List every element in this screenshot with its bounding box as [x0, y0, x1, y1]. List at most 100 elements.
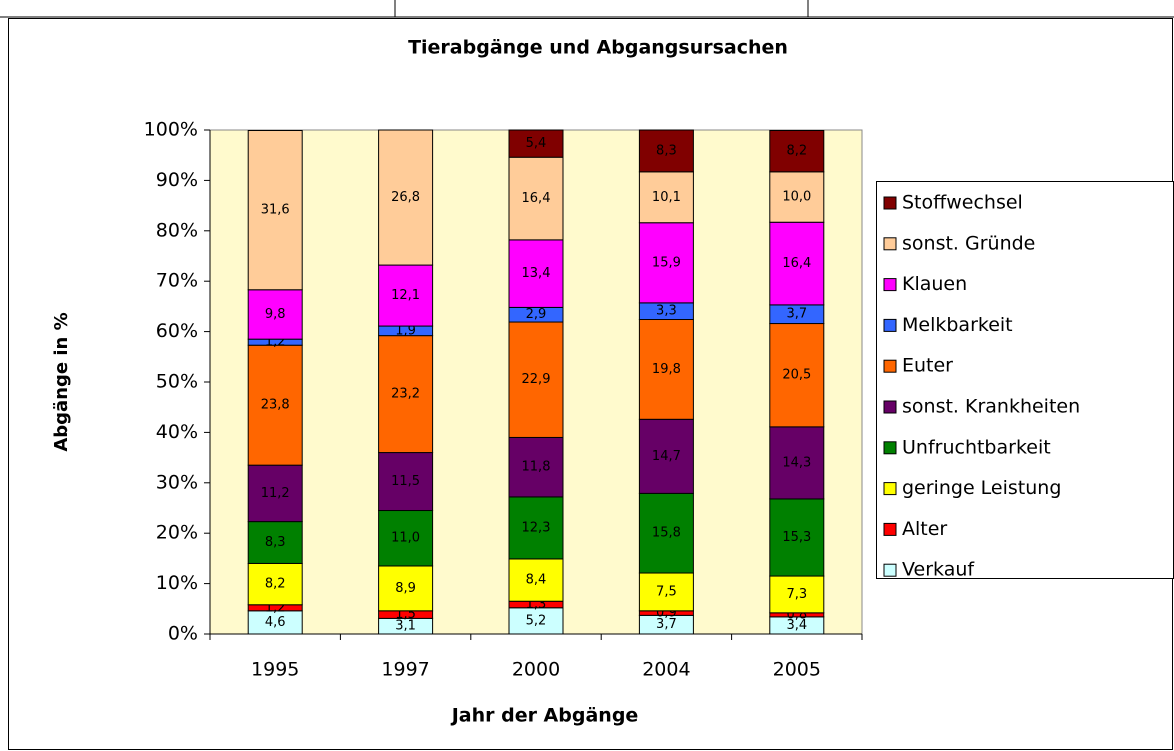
bar-segment [378, 129, 434, 266]
bar-segment [247, 464, 303, 523]
data-label: 31,6 [261, 203, 290, 218]
data-label: 11,2 [261, 486, 290, 501]
legend-swatch [883, 522, 897, 536]
data-label: 10,1 [652, 190, 681, 205]
bar-segment [508, 239, 564, 308]
bar-segment [638, 319, 694, 420]
data-label: 15,3 [782, 530, 811, 545]
data-label: 3,4 [786, 618, 807, 633]
bar-segment [508, 129, 564, 158]
legend-label: Klauen [902, 273, 967, 295]
y-tick-label: 70% [156, 270, 198, 292]
data-label: 14,7 [652, 449, 681, 464]
data-label: 23,2 [391, 387, 420, 402]
x-tick-label: 2004 [642, 659, 690, 681]
data-label: 22,9 [522, 372, 551, 387]
data-label: 3,7 [656, 617, 677, 632]
bar-segment [769, 575, 825, 614]
bar-segment [247, 289, 303, 340]
legend-swatch [883, 563, 897, 577]
bar-segment [769, 221, 825, 306]
bar-segment [247, 130, 303, 291]
data-label: 16,4 [782, 256, 811, 271]
legend-swatch [883, 441, 897, 455]
y-tick-label: 10% [156, 572, 198, 594]
legend-label: sonst. Gründe [902, 232, 1035, 254]
data-label: 2,9 [526, 307, 547, 322]
data-label: 13,4 [522, 266, 551, 281]
legend-label: Stoffwechsel [902, 192, 1023, 214]
data-label: 3,1 [395, 619, 416, 634]
data-label: 11,8 [522, 460, 551, 475]
data-label: 5,4 [526, 136, 547, 151]
x-tick-label: 2000 [512, 659, 560, 681]
x-axis-title: Jahr der Abgänge [450, 705, 639, 727]
data-label: 7,5 [656, 584, 677, 599]
legend-swatch [883, 237, 897, 251]
data-label: 1,9 [395, 323, 416, 338]
y-axis-title: Abgänge in % [51, 312, 72, 451]
y-tick-label: 60% [156, 320, 198, 342]
data-label: 14,3 [782, 455, 811, 470]
legend-swatch [883, 400, 897, 414]
data-label: 8,3 [265, 535, 286, 550]
bar-segment [508, 156, 564, 241]
legend-swatch [883, 318, 897, 332]
data-label: 23,8 [261, 398, 290, 413]
data-label: 12,1 [391, 288, 420, 303]
bar-segment [508, 321, 564, 438]
data-label: 11,0 [391, 531, 420, 546]
bar-segment [378, 510, 434, 567]
y-tick-label: 80% [156, 219, 198, 241]
y-tick-label: 20% [156, 522, 198, 544]
legend [876, 181, 1174, 579]
data-label: 12,3 [522, 520, 551, 535]
legend-label: Alter [902, 518, 947, 540]
bar-segment [378, 452, 434, 512]
data-label: 16,4 [522, 191, 551, 206]
y-tick-label: 0% [168, 623, 198, 645]
x-tick-label: 1995 [251, 659, 299, 681]
legend-swatch [883, 359, 897, 373]
legend-label: Verkauf [902, 559, 975, 581]
x-tick-label: 2005 [773, 659, 821, 681]
data-label: 4,6 [265, 615, 286, 630]
legend-label: Euter [902, 355, 953, 377]
bar-segment [508, 436, 564, 498]
bar-segment [769, 426, 825, 500]
legend-label: Melkbarkeit [902, 314, 1013, 336]
data-label: 7,3 [786, 587, 807, 602]
x-tick-label: 1997 [381, 659, 429, 681]
bar-segment [638, 171, 694, 224]
data-label: 15,8 [652, 526, 681, 541]
bar-segment [378, 264, 434, 327]
bar-segment [378, 565, 434, 612]
data-label: 8,2 [265, 577, 286, 592]
chart-title: Tierabgänge und Abgangsursachen [408, 37, 788, 59]
bar-segment [378, 335, 434, 454]
data-label: 8,3 [656, 143, 677, 158]
bar-segment [638, 129, 694, 173]
data-label: 26,8 [391, 190, 420, 205]
data-label: 11,5 [391, 474, 420, 489]
bar-segment [638, 418, 694, 494]
legend-swatch [883, 482, 897, 496]
data-label: 5,2 [526, 613, 547, 628]
data-label: 8,9 [395, 581, 416, 596]
legend-swatch [883, 196, 897, 210]
y-tick-label: 40% [156, 421, 198, 443]
legend-label: sonst. Krankheiten [902, 396, 1080, 418]
data-label: 8,2 [786, 144, 807, 159]
legend-label: geringe Leistung [902, 477, 1061, 499]
legend-label: Unfruchtbarkeit [902, 436, 1051, 458]
data-label: 8,4 [526, 573, 547, 588]
bar-segment [508, 496, 564, 560]
data-label: 3,3 [656, 304, 677, 319]
y-tick-label: 90% [156, 169, 198, 191]
data-label: 20,5 [782, 368, 811, 383]
bar-segment [769, 498, 825, 577]
bar-segment [247, 562, 303, 606]
bar-segment [508, 558, 564, 602]
data-label: 9,8 [265, 307, 286, 322]
